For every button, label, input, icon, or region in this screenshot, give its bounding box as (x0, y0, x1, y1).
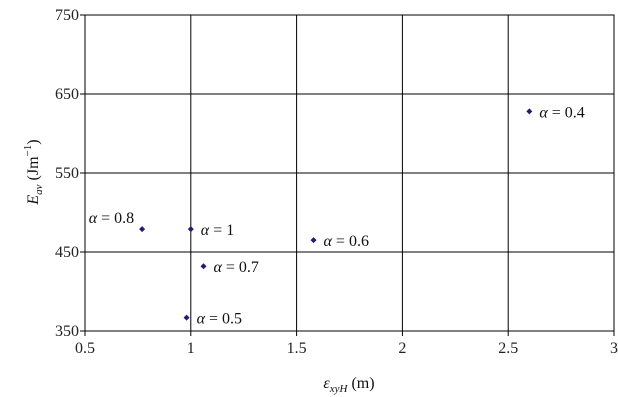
x-tick-label: 2.5 (498, 340, 518, 357)
data-point-marker (187, 226, 194, 233)
y-axis-label-subscript: av (33, 184, 45, 195)
y-axis-label-unit: (Jm (25, 156, 42, 185)
point-label: α = 1 (201, 222, 234, 239)
y-tick-label: 350 (55, 323, 79, 340)
y-axis-label-symbol: E (25, 195, 42, 206)
point-annotations: α = 0.4 α = 0.5 α = 0.6 α = 0.7 α = 0.8 α = 1 (89, 104, 585, 327)
x-axis-ticks: 0.5 1 1.5 2 2.5 3 (75, 331, 618, 357)
y-tick-label: 450 (55, 244, 79, 261)
x-tick-label: 1 (187, 340, 195, 357)
x-tick-label: 3 (610, 340, 618, 357)
x-tick-label: 1.5 (287, 340, 307, 357)
x-axis-label-subscript: xyH (329, 383, 349, 395)
data-point-marker (310, 237, 317, 244)
data-point-marker (183, 314, 190, 321)
x-axis-label-symbol: ε (323, 375, 330, 392)
y-axis-label-unit-close: ) (25, 139, 42, 144)
data-point-marker (526, 108, 533, 115)
y-axis-label: Eav (Jm−1) (22, 139, 45, 205)
y-tick-label: 750 (55, 7, 79, 24)
y-tick-label: 550 (55, 165, 79, 182)
data-point-marker (139, 226, 146, 233)
point-label: α = 0.7 (213, 259, 258, 276)
x-tick-label: 0.5 (75, 340, 95, 357)
point-label: α = 0.5 (197, 311, 242, 328)
grid-lines (84, 14, 615, 332)
x-axis-label: εxyH (m) (323, 375, 374, 395)
y-tick-label: 650 (55, 86, 79, 103)
data-points (139, 108, 533, 321)
data-point-marker (200, 263, 207, 270)
point-label: α = 0.4 (539, 104, 584, 121)
x-axis-label-unit: (m) (347, 375, 374, 392)
y-axis-label-unit-exponent: −1 (22, 145, 34, 157)
point-label: α = 0.6 (324, 233, 369, 250)
x-tick-label: 2 (398, 340, 406, 357)
point-label: α = 0.8 (89, 210, 134, 227)
y-axis-ticks: 350 450 550 650 750 (55, 7, 85, 340)
